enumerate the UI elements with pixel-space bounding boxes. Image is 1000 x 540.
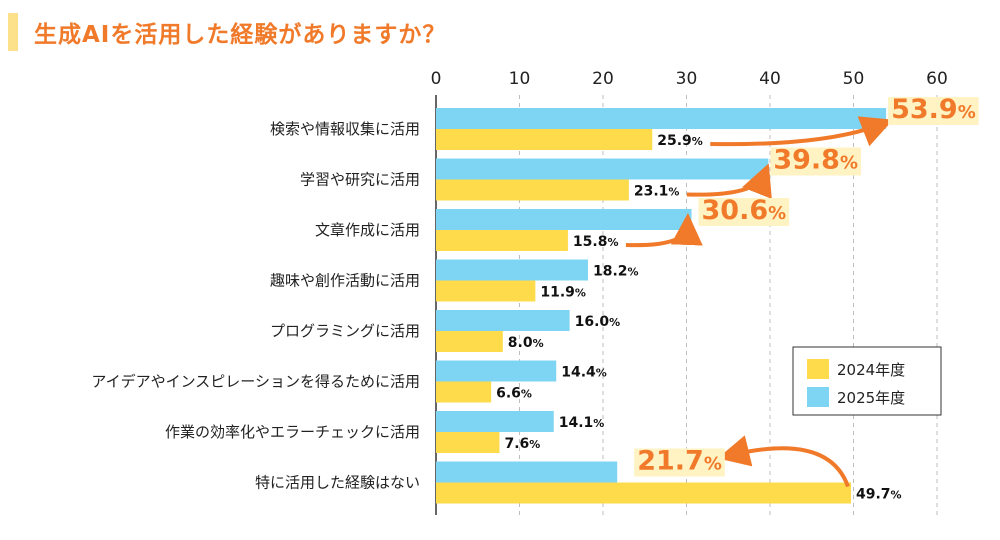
highlight-background bbox=[698, 198, 790, 226]
bar-2024 bbox=[436, 331, 503, 352]
bar-2025 bbox=[436, 310, 570, 331]
value-unit: % bbox=[704, 454, 722, 475]
bar-2025 bbox=[436, 108, 887, 129]
x-axis-ticks: 0 10 20 30 40 50 60 bbox=[431, 69, 948, 89]
value-unit: % bbox=[768, 203, 786, 224]
bar-2024 bbox=[436, 280, 536, 302]
legend-label: 2024年度 bbox=[837, 361, 905, 379]
category-label: 作業の効率化やエラーチェックに活用 bbox=[165, 423, 420, 441]
category-label: プログラミングに活用 bbox=[270, 322, 420, 340]
value-label-2024: 8.0% bbox=[508, 335, 544, 351]
bars bbox=[436, 108, 887, 504]
x-tick-label: 10 bbox=[509, 69, 531, 89]
bar-2024 bbox=[436, 129, 653, 150]
category-label: 趣味や創作活動に活用 bbox=[270, 272, 420, 290]
bar-2025 bbox=[436, 461, 618, 483]
value-label-2025: 14.4% bbox=[561, 365, 607, 381]
value-unit: % bbox=[840, 153, 858, 174]
value-label-2024: 23.1% bbox=[634, 184, 680, 200]
value-label-2025: 14.1% bbox=[559, 415, 605, 431]
x-tick-label: 30 bbox=[676, 69, 698, 89]
value-label-2024: 15.8% bbox=[573, 234, 619, 250]
value-label-2024: 7.6% bbox=[504, 436, 540, 452]
bar-2024 bbox=[436, 432, 500, 453]
bar-2024 bbox=[436, 482, 851, 504]
highlight-arrow bbox=[710, 116, 894, 147]
highlight-arrow bbox=[686, 163, 772, 199]
value-label-2025: 18.2% bbox=[593, 264, 639, 280]
bar-2025 bbox=[436, 360, 557, 382]
category-label: 特に活用した経験はない bbox=[255, 474, 420, 492]
value-unit: % bbox=[891, 489, 902, 502]
value-unit: % bbox=[521, 388, 532, 401]
value-label-2025: 16.0% bbox=[575, 314, 621, 330]
highlight-arrow bbox=[717, 435, 850, 488]
value-label-2024: 25.9% bbox=[657, 133, 703, 149]
bar-2024 bbox=[436, 230, 568, 251]
x-tick-label: 60 bbox=[926, 69, 948, 89]
bar-2025 bbox=[436, 158, 769, 180]
x-tick-label: 50 bbox=[843, 69, 865, 89]
legend-swatch bbox=[807, 387, 829, 407]
bar-2025 bbox=[436, 259, 588, 281]
x-tick-label: 20 bbox=[592, 69, 614, 89]
legend-swatch bbox=[807, 359, 829, 379]
chart-title: 生成AIを活用した経験がありますか？ bbox=[34, 22, 447, 48]
legend: 2024年度 2025年度 bbox=[792, 346, 942, 416]
category-label: 文章作成に活用 bbox=[315, 221, 420, 239]
bar-2024 bbox=[436, 179, 629, 201]
value-unit: % bbox=[958, 102, 976, 123]
x-tick-label: 0 bbox=[431, 69, 442, 89]
value-label-2024: 11.9% bbox=[540, 285, 586, 301]
highlight-background bbox=[888, 97, 979, 125]
value-unit: % bbox=[533, 337, 544, 350]
highlight-arrow bbox=[625, 213, 703, 248]
value-labels: 25.9% 23.1% 15.8% 11.9% 18.2% 8.0% 16.0% 6.6% 14… bbox=[496, 94, 979, 503]
bar-2025 bbox=[436, 209, 692, 230]
value-label-2024: 49.7% bbox=[856, 487, 902, 503]
value-unit: % bbox=[668, 186, 679, 199]
value-unit: % bbox=[628, 266, 639, 279]
x-tick-label: 40 bbox=[759, 69, 781, 89]
category-label: アイデアやインスピレーションを得るために活用 bbox=[91, 373, 420, 391]
legend-label: 2025年度 bbox=[837, 389, 905, 407]
category-label: 検索や情報収集に活用 bbox=[270, 120, 420, 138]
value-label-2024: 6.6% bbox=[496, 386, 532, 402]
bar-2025 bbox=[436, 411, 554, 432]
chart-title-block: 生成AIを活用した経験がありますか？ bbox=[8, 12, 446, 52]
value-unit: % bbox=[575, 287, 586, 300]
highlight-background bbox=[770, 147, 862, 176]
value-unit: % bbox=[607, 236, 618, 249]
category-labels: 検索や情報収集に活用学習や研究に活用文章作成に活用趣味や創作活動に活用プログラミ… bbox=[91, 120, 420, 492]
category-label: 学習や研究に活用 bbox=[300, 171, 420, 189]
title-accent-bar bbox=[8, 13, 18, 51]
value-unit: % bbox=[596, 367, 607, 380]
value-unit: % bbox=[529, 438, 540, 451]
value-unit: % bbox=[609, 316, 620, 329]
value-unit: % bbox=[593, 417, 604, 430]
highlight-arrows bbox=[625, 116, 894, 488]
value-unit: % bbox=[692, 135, 703, 148]
highlight-background bbox=[634, 448, 725, 477]
bar-2024 bbox=[436, 381, 492, 403]
